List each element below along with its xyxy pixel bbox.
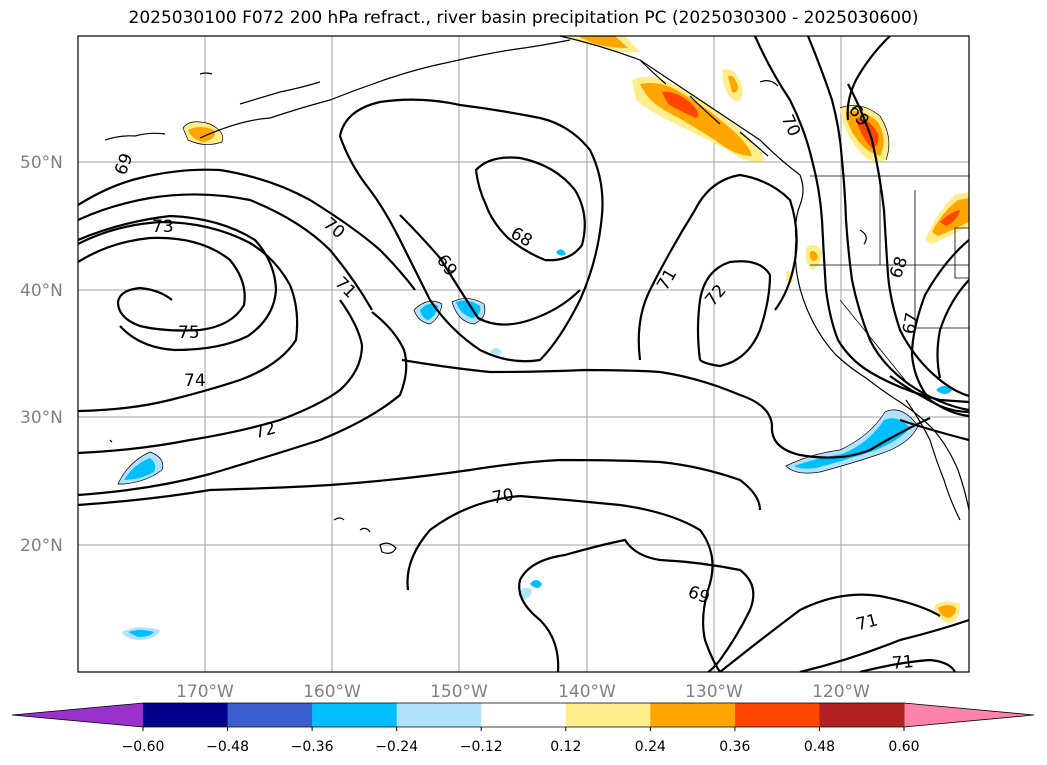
- latitude-labels: 50°N 40°N 30°N 20°N: [20, 153, 63, 556]
- colorbar-tick-label: −0.12: [460, 739, 503, 755]
- colorbar-tick-label: −0.60: [122, 739, 165, 755]
- colorbar: −0.60 −0.48 −0.36 −0.24 −0.12 0.12 0.24 0.36 0.4…: [11, 702, 1035, 755]
- colorbar-min-extension: [12, 703, 143, 727]
- colorbar-tick-label: −0.36: [291, 739, 334, 755]
- lon-label: 130°W: [685, 682, 743, 702]
- lon-label: 160°W: [303, 682, 361, 702]
- longitude-labels: 170°W 160°W 150°W 140°W 130°W 120°W: [176, 682, 870, 702]
- contour-label: 73: [152, 217, 174, 237]
- colorbar-tick-label: 0.12: [550, 739, 581, 755]
- lat-label: 20°N: [20, 536, 63, 556]
- colorbar-segment: [481, 703, 567, 727]
- contour-label: 71: [891, 652, 914, 674]
- colorbar-segment: [143, 703, 229, 727]
- colorbar-segment: [565, 703, 651, 727]
- colorbar-segment: [227, 703, 313, 727]
- coastlines: [104, 36, 969, 554]
- lon-label: 170°W: [176, 682, 234, 702]
- contour-label: 67: [899, 311, 922, 336]
- map-area: [78, 36, 969, 672]
- colorbar-tick-label: 0.36: [719, 739, 750, 755]
- colorbar-tick-label: −0.24: [375, 739, 418, 755]
- lat-label: 50°N: [20, 153, 63, 173]
- lat-label: 30°N: [20, 408, 63, 428]
- lon-label: 120°W: [812, 682, 870, 702]
- colorbar-segment: [819, 703, 905, 727]
- contour-label: 75: [178, 323, 200, 343]
- colorbar-segment: [312, 703, 398, 727]
- colorbar-segment: [650, 703, 736, 727]
- colorbar-tick-label: −0.48: [206, 739, 249, 755]
- colorbar-tick-label: 0.24: [635, 739, 666, 755]
- lon-label: 140°W: [558, 682, 616, 702]
- lon-label: 150°W: [430, 682, 488, 702]
- colorbar-max-extension: [904, 703, 1034, 727]
- contour-label: 70: [491, 485, 516, 508]
- colorbar-segment: [396, 703, 482, 727]
- colorbar-tick-label: 0.60: [888, 739, 919, 755]
- map-title: 2025030100 F072 200 hPa refract., river …: [128, 8, 919, 28]
- colorbar-tick-label: 0.48: [804, 739, 835, 755]
- colorbar-segment: [734, 703, 820, 727]
- map-frame: [77, 35, 970, 673]
- precip-shading: [117, 36, 969, 640]
- contour-label: 74: [184, 371, 206, 391]
- lat-label: 40°N: [20, 281, 63, 301]
- refractivity-contours: [78, 36, 969, 672]
